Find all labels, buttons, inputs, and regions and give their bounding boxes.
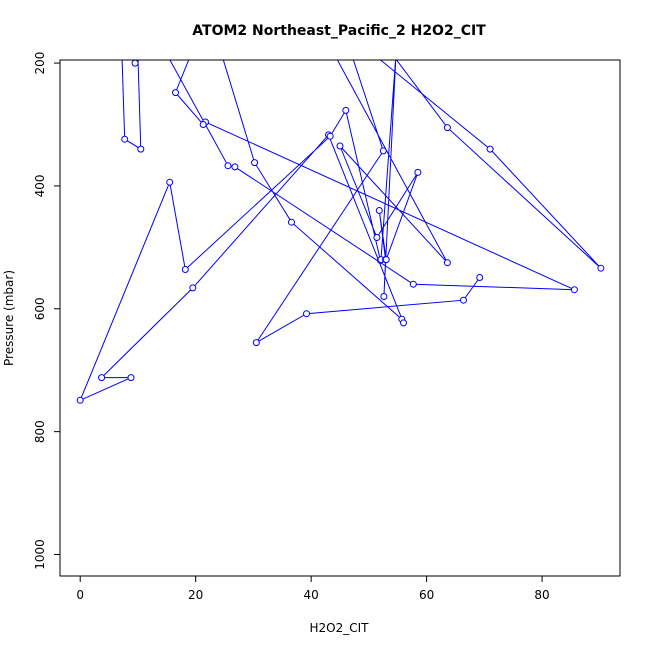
data-point [443, 259, 451, 267]
series-line [79, 60, 602, 402]
data-point [486, 145, 494, 153]
data-point [313, 5, 319, 11]
data-point [189, 284, 197, 292]
x-tick-label: 80 [534, 588, 549, 602]
data-point [172, 89, 179, 97]
data-point [382, 256, 390, 264]
data-point [570, 286, 578, 294]
data-point [100, 10, 106, 16]
data-point [396, 11, 402, 17]
data-point [121, 135, 129, 143]
data-point [460, 296, 467, 304]
data-point [314, 11, 320, 17]
y-tick-label: 800 [33, 420, 47, 443]
y-axis-label: Pressure (mbar) [2, 270, 16, 366]
data-point [274, 0, 280, 5]
y-tick-label: 1000 [33, 539, 47, 570]
data-point [252, 339, 260, 347]
x-tick-label: 40 [303, 588, 318, 602]
x-tick-label: 60 [419, 588, 434, 602]
data-point [199, 121, 207, 128]
data-point [335, 11, 341, 17]
data-point [409, 280, 417, 288]
y-axis: 200 400 600 800 1000 [33, 52, 60, 570]
x-tick-label: 20 [188, 588, 203, 602]
data-point [373, 234, 381, 241]
data-point [224, 162, 232, 170]
x-tick-label: 0 [76, 588, 84, 602]
x-axis: 0 20 40 60 80 [76, 576, 550, 602]
data-point [288, 218, 295, 226]
series-layer [76, 0, 605, 404]
data-point [98, 374, 106, 382]
data-point [336, 142, 344, 150]
y-tick-label: 600 [33, 297, 47, 320]
data-point [342, 106, 350, 114]
data-point [140, 7, 146, 13]
chart-title: ATOM2 Northeast_Pacific_2 H2O2_CIT [192, 23, 486, 39]
data-point [131, 60, 139, 67]
y-tick-label: 400 [33, 174, 47, 197]
data-point [414, 168, 422, 176]
data-point [118, 11, 124, 17]
data-point [251, 159, 259, 167]
data-point [76, 396, 84, 404]
data-point [380, 293, 388, 300]
data-point [303, 310, 310, 318]
y-tick-label: 200 [33, 52, 47, 75]
data-point [134, 17, 140, 23]
data-point [127, 374, 135, 382]
data-point [597, 264, 605, 272]
data-point [326, 132, 334, 140]
data-point [400, 319, 407, 327]
data-point [375, 207, 383, 214]
data-point [181, 266, 189, 273]
data-point [443, 124, 451, 132]
data-point [359, 11, 365, 17]
data-point [205, 8, 211, 14]
data-point [379, 147, 387, 155]
x-axis-label: H2O2_CIT [310, 621, 370, 635]
plot-frame [59, 59, 621, 577]
data-point [476, 274, 484, 281]
data-point [243, 14, 249, 20]
data-point [166, 178, 174, 186]
data-point [137, 145, 145, 153]
data-point [231, 163, 239, 171]
